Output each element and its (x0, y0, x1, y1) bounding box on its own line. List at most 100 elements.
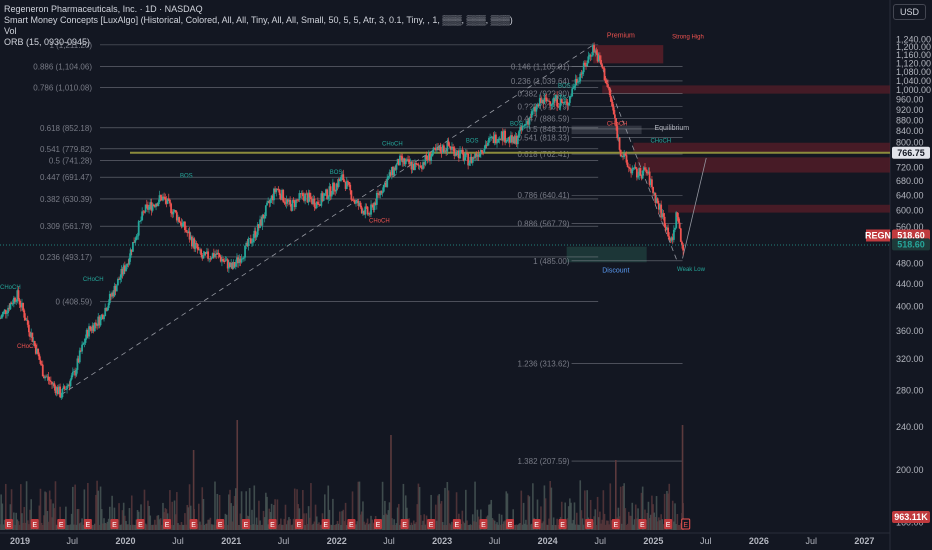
volume-bar (631, 502, 634, 530)
smc-structure-label: CHoCH (607, 122, 628, 128)
volume-bar (519, 523, 521, 530)
earnings-marker[interactable] (189, 519, 198, 529)
candle-body (671, 237, 674, 240)
earnings-letter: E (683, 522, 688, 529)
x-tick-label: Jul (594, 536, 606, 546)
volume-bar (544, 498, 547, 530)
earnings-marker[interactable] (373, 519, 382, 529)
earnings-marker[interactable] (452, 519, 461, 529)
price-axis[interactable] (890, 0, 932, 550)
candle-body (172, 211, 175, 215)
candle-body (323, 193, 326, 196)
earnings-marker[interactable] (110, 519, 119, 529)
strong-high-label: Strong High (672, 34, 704, 40)
volume-bar (359, 514, 362, 530)
candle-body (268, 200, 271, 204)
earnings-marker[interactable] (638, 519, 647, 529)
earnings-marker[interactable] (532, 519, 541, 529)
symbol-title[interactable]: Regeneron Pharmaceuticals, Inc. · 1D · N… (4, 4, 203, 14)
earnings-marker[interactable] (321, 519, 330, 529)
candle-body (38, 354, 41, 360)
indicator-smc[interactable]: Smart Money Concepts [LuxAlgo] (Historic… (4, 15, 513, 25)
earnings-marker[interactable] (216, 519, 225, 529)
candle-body (358, 202, 361, 206)
candle-body (307, 192, 310, 203)
earnings-marker[interactable] (57, 519, 66, 529)
volume-bar (48, 490, 51, 530)
earnings-marker[interactable] (83, 519, 92, 529)
earnings-marker[interactable] (136, 519, 145, 529)
earnings-marker[interactable] (347, 519, 356, 529)
volume-bar (617, 507, 620, 530)
candle-body (59, 386, 62, 398)
earnings-marker[interactable] (241, 519, 250, 529)
candle-body (157, 202, 160, 207)
earnings-marker[interactable] (585, 519, 594, 529)
candle-body (222, 259, 224, 262)
candle-body (649, 179, 652, 185)
currency-button[interactable]: USD (892, 4, 926, 20)
earnings-marker[interactable] (427, 519, 436, 529)
candle-body (329, 186, 332, 197)
candle-body (25, 319, 28, 321)
candle-body (469, 156, 472, 163)
volume-bar (402, 483, 405, 530)
volume-bar (143, 489, 146, 530)
earnings-marker[interactable] (295, 519, 304, 529)
volume-bar (571, 523, 573, 530)
current-price-tag-2[interactable] (892, 238, 930, 251)
candle-body (279, 195, 282, 200)
candle-body (301, 193, 304, 197)
candle-body (527, 121, 530, 125)
candle-body (388, 172, 391, 177)
indicator-vol[interactable]: Vol (4, 26, 17, 36)
current-price-tag-text: 518.60 (897, 230, 925, 240)
fib-right-label: 1.236 (313.62) (518, 360, 570, 369)
candle-body (144, 204, 147, 212)
candle-body (93, 322, 96, 332)
smc-structure-label: BOS (180, 174, 193, 180)
indicator-orb[interactable]: ORB (15, 0930-0945) (4, 37, 91, 47)
earnings-marker[interactable] (268, 519, 277, 529)
candle-body (293, 200, 296, 208)
candle-body (216, 252, 219, 255)
candle-body (194, 243, 197, 249)
volume-tag[interactable] (892, 511, 930, 523)
candle-body (0, 317, 3, 319)
candle-body (529, 117, 532, 119)
volume-bar (253, 485, 256, 530)
earnings-marker[interactable] (664, 519, 673, 529)
volume-bar (10, 489, 13, 530)
earnings-marker[interactable] (30, 519, 39, 529)
volume-bar (39, 488, 42, 530)
current-price-tag-symbol[interactable] (866, 229, 890, 242)
volume-bar (447, 490, 450, 530)
earnings-marker[interactable] (479, 519, 488, 529)
volume-tag-text: 963.11K (894, 512, 928, 522)
volume-bar (365, 522, 368, 530)
earnings-marker[interactable] (558, 519, 567, 529)
premium-label: Premium (607, 32, 635, 39)
volume-bar (132, 524, 134, 530)
candle-body (461, 149, 464, 153)
earnings-letter: E (59, 522, 64, 529)
marked-price-tag[interactable] (892, 146, 930, 159)
earnings-marker[interactable] (400, 519, 409, 529)
candle-body (408, 159, 411, 165)
volume-bar (274, 499, 276, 530)
volume-bar (603, 513, 606, 530)
earnings-marker[interactable] (506, 519, 515, 529)
volume-bar (460, 523, 462, 530)
volume-bar (623, 483, 625, 530)
earnings-marker[interactable] (611, 519, 620, 529)
candle-body (462, 152, 465, 161)
volume-bar (668, 483, 671, 530)
earnings-marker[interactable] (163, 519, 172, 529)
earnings-marker[interactable] (681, 518, 691, 530)
volume-bar (276, 499, 279, 530)
volume-bar (179, 525, 182, 530)
volume-bar (119, 524, 122, 530)
volume-bar (204, 523, 207, 530)
earnings-marker[interactable] (4, 519, 13, 529)
